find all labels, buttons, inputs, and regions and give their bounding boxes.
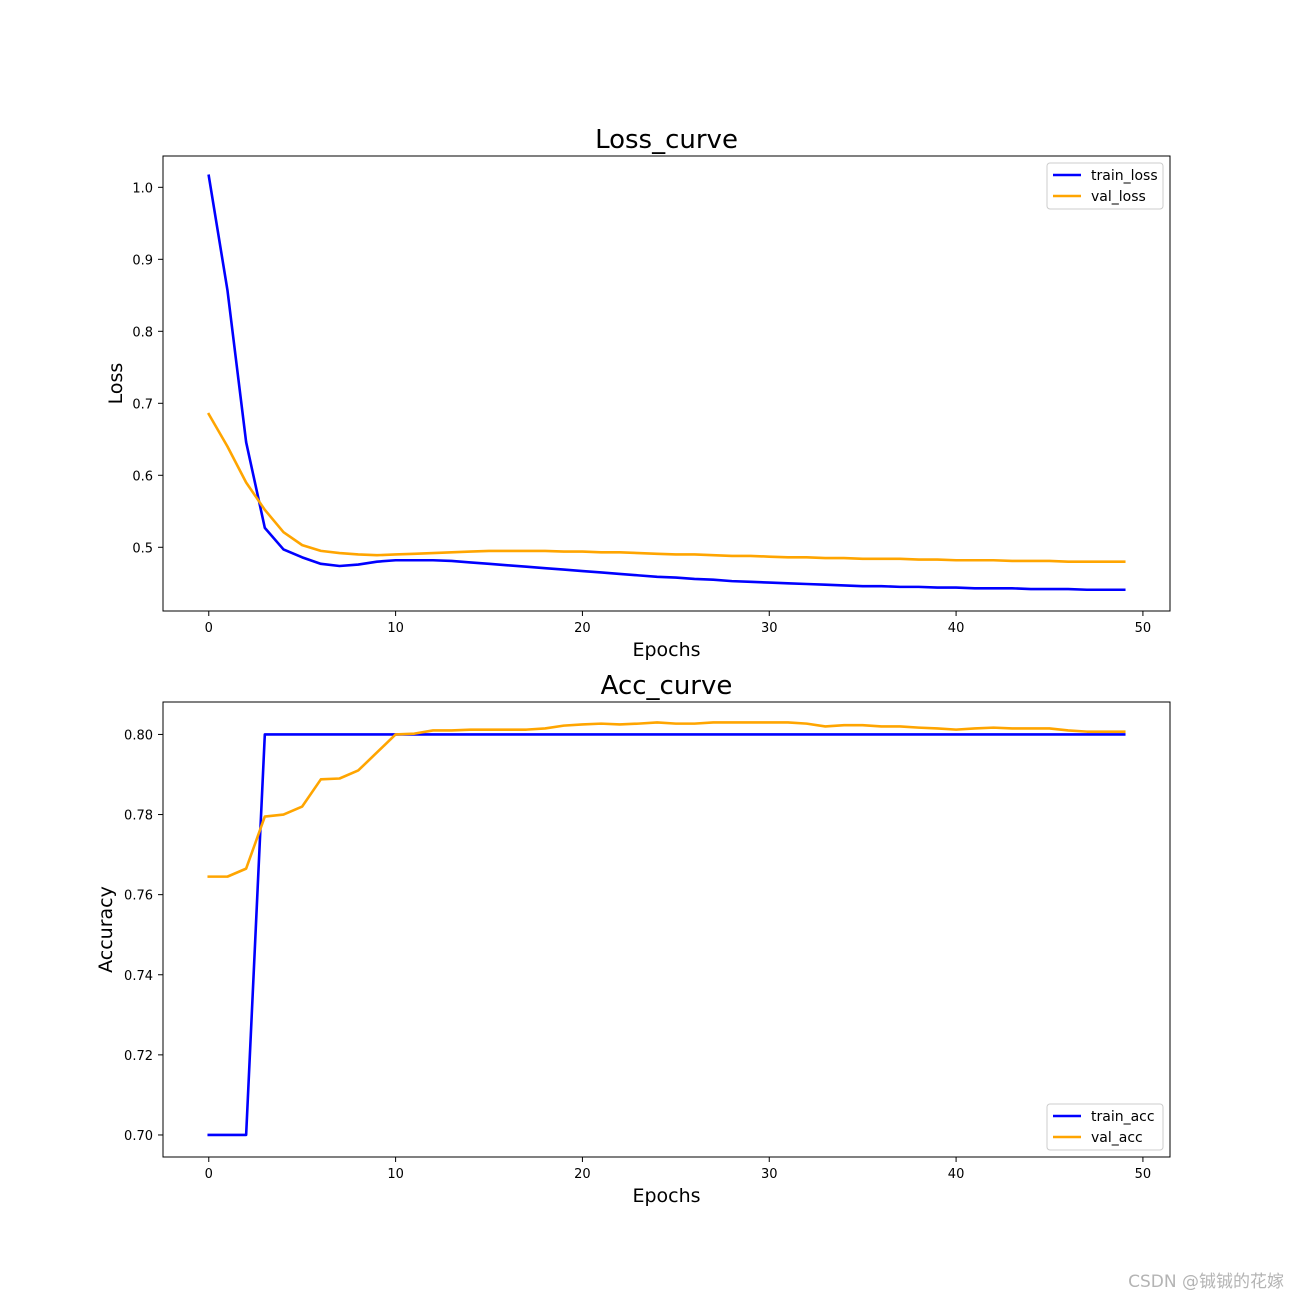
x-axis-label: Epochs (632, 639, 700, 661)
chart-panel-1: Loss_curve 0 10 20 30 40 50 0.5 0.6 0.7 0.8 0.9 1.0 E… (105, 125, 1171, 661)
y-tick-label: 0.78 (124, 809, 153, 824)
series-line-train_acc (207, 733, 1126, 1137)
x-tick-label: 50 (1135, 1167, 1152, 1182)
watermark-text: CSDN @铖铖的花嫁 (1128, 1272, 1284, 1292)
y-tick-label: 0.76 (124, 889, 153, 904)
chart-panel-2: Acc_curve 0 10 20 30 40 50 0.70 0.72 0.74 0.76 0.78… (95, 671, 1171, 1207)
legend: train_loss val_loss (1046, 162, 1164, 210)
y-tick-label: 1.0 (132, 181, 153, 196)
legend-label-train_loss: train_loss (1091, 168, 1158, 184)
chart-title: Loss_curve (595, 125, 738, 155)
y-tick-label: 0.8 (132, 325, 153, 340)
x-tick-label: 50 (1135, 621, 1152, 636)
y-tick-label: 0.72 (124, 1049, 153, 1064)
y-tick-label: 0.5 (132, 541, 153, 556)
x-tick-label: 0 (205, 621, 213, 636)
x-tick-label: 30 (761, 1167, 778, 1182)
x-tick-label: 30 (761, 621, 778, 636)
x-axis-label: Epochs (632, 1185, 700, 1207)
chart-title: Acc_curve (601, 671, 733, 701)
legend-label-val_acc: val_acc (1091, 1130, 1143, 1146)
x-tick-label: 20 (574, 621, 591, 636)
legend-label-val_loss: val_loss (1091, 189, 1146, 205)
y-tick-label: 0.70 (124, 1129, 153, 1144)
x-tick-label: 40 (948, 621, 965, 636)
legend-label-train_acc: train_acc (1091, 1109, 1155, 1125)
y-tick-label: 0.9 (132, 253, 153, 268)
y-tick-label: 0.80 (124, 728, 153, 743)
series-line-train_loss (207, 174, 1126, 592)
x-tick-label: 10 (387, 621, 404, 636)
y-axis-label: Loss (105, 363, 127, 405)
legend: train_acc val_acc (1046, 1103, 1164, 1151)
plot-frame (162, 155, 1171, 612)
plot-frame (162, 701, 1171, 1158)
x-tick-label: 0 (205, 1167, 213, 1182)
x-tick-label: 20 (574, 1167, 591, 1182)
series-line-val_loss (206, 412, 1126, 563)
y-tick-label: 0.6 (132, 469, 153, 484)
x-tick-label: 40 (948, 1167, 965, 1182)
series-line-val_acc (207, 721, 1126, 878)
y-axis-label: Accuracy (95, 886, 117, 973)
y-tick-label: 0.7 (132, 397, 153, 412)
x-tick-label: 10 (387, 1167, 404, 1182)
y-tick-label: 0.74 (124, 969, 153, 984)
